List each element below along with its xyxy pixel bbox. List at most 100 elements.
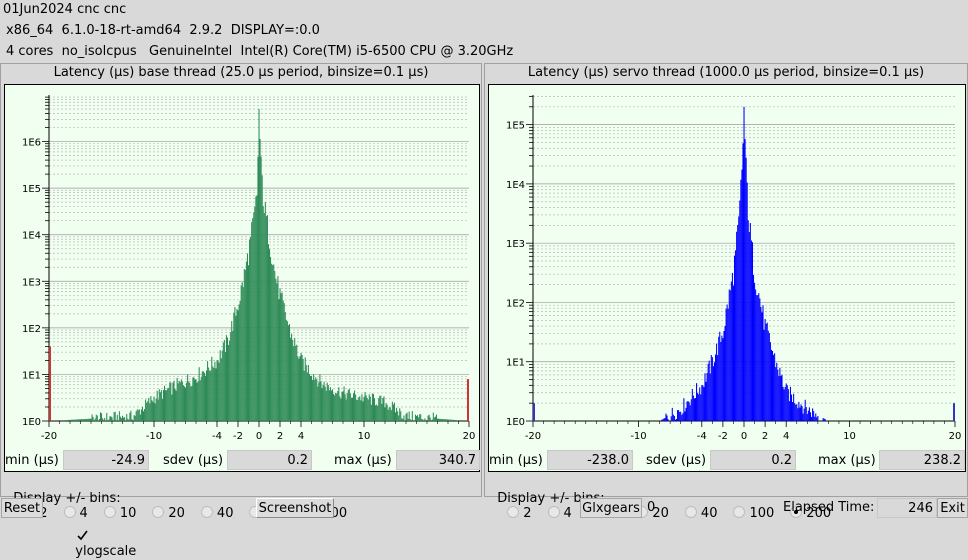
- histogram-bar: [692, 395, 694, 421]
- histogram-bar: [391, 401, 393, 421]
- base-bins-option-10[interactable]: 10: [103, 506, 137, 521]
- histogram-bar: [707, 363, 709, 421]
- histogram-bar: [769, 342, 771, 421]
- histogram-bar: [356, 399, 358, 421]
- histogram-bar: [147, 401, 149, 421]
- histogram-bar: [801, 406, 803, 421]
- histogram-bar: [290, 337, 292, 421]
- histogram-bar: [671, 407, 673, 421]
- histogram-bar: [66, 420, 68, 421]
- servo-bins-option-2[interactable]: 2: [507, 506, 532, 521]
- radio-icon: [790, 506, 803, 518]
- x-tick-label: 10: [843, 431, 856, 442]
- histogram-bar: [451, 419, 453, 421]
- base-bins-option-label: 4: [79, 506, 88, 521]
- exit-button[interactable]: Exit: [937, 498, 968, 518]
- histogram-bar: [327, 385, 329, 421]
- base-bins-option-20[interactable]: 20: [152, 506, 185, 521]
- histogram-bar: [673, 416, 675, 421]
- histogram-bar: [136, 409, 138, 421]
- histogram-bar: [113, 412, 115, 421]
- histogram-bar: [450, 419, 452, 421]
- histogram-bar: [114, 411, 116, 421]
- histogram-bar: [82, 419, 84, 421]
- histogram-bar: [267, 244, 269, 421]
- base-bins-option-4[interactable]: 4: [63, 506, 88, 521]
- histogram-bar: [253, 212, 255, 421]
- histogram-bar: [402, 418, 404, 421]
- histogram-bar: [80, 419, 82, 421]
- histogram-bar: [812, 408, 814, 421]
- histogram-bar: [335, 392, 337, 421]
- y-tick-label: 1E4: [22, 231, 41, 242]
- histogram-bar: [674, 419, 676, 421]
- base-thread-plot: 1E0 1E1 1E2 1E3 1E4 1E5 1E6 -20 -10 -4 -2 0 2 4 10 20: [4, 84, 480, 472]
- histogram-bar: [251, 222, 253, 421]
- histogram-bar: [683, 398, 685, 421]
- histogram-bar: [701, 385, 703, 421]
- servo-bins-option-100[interactable]: 100: [733, 506, 774, 521]
- elapsed-time-label: Elapsed Time:: [783, 500, 875, 515]
- reset-button[interactable]: Reset: [1, 498, 43, 518]
- screenshot-button[interactable]: Screenshot: [256, 498, 334, 518]
- histogram-bar: [705, 381, 707, 421]
- histogram-bar: [803, 408, 805, 421]
- histogram-bar: [449, 419, 451, 421]
- histogram-bar: [123, 417, 125, 421]
- histogram-bar: [195, 379, 197, 421]
- histogram-bar: [367, 399, 369, 421]
- histogram-bar: [158, 389, 160, 421]
- histogram-bar: [301, 354, 303, 421]
- base-bins-option-label: 10: [119, 506, 137, 521]
- histogram-bar: [785, 383, 787, 421]
- histogram-bar: [261, 175, 263, 421]
- base-thread-panel: Latency (µs) base thread (25.0 µs period…: [0, 63, 482, 497]
- base-bins-option-40[interactable]: 40: [200, 506, 233, 521]
- histogram-bar: [264, 202, 266, 421]
- histogram-bar: [726, 304, 728, 421]
- histogram-bar: [292, 339, 294, 421]
- histogram-bar: [362, 401, 364, 421]
- servo-bins-option-4[interactable]: 4: [547, 506, 572, 521]
- histogram-bar: [309, 375, 311, 421]
- servo-bins-option-label: 200: [806, 506, 832, 521]
- histogram-bar: [320, 381, 322, 421]
- base-min-value: -24.9: [63, 450, 149, 470]
- x-tick-label: -4: [212, 431, 222, 442]
- histogram-bar: [134, 415, 136, 421]
- histogram-bar: [732, 285, 735, 421]
- histogram-bar: [780, 375, 782, 421]
- histogram-bar: [200, 377, 202, 421]
- radio-icon: [63, 506, 76, 518]
- histogram-bar: [249, 239, 251, 421]
- histogram-bar: [280, 293, 282, 421]
- endpoint-bar: [533, 403, 535, 421]
- servo-bins-option-40[interactable]: 40: [684, 506, 717, 521]
- histogram-bar: [359, 396, 361, 421]
- histogram-bar: [682, 413, 684, 421]
- histogram-bar: [192, 377, 194, 421]
- ylogscale-checkbox[interactable]: ylogscale: [52, 500, 136, 559]
- histogram-bar: [681, 414, 683, 421]
- x-tick-label: -4: [697, 431, 707, 442]
- glxgears-button[interactable]: Glxgears: [580, 498, 642, 518]
- histogram-bar: [181, 381, 183, 421]
- histogram-bar: [433, 417, 435, 421]
- histogram-bar: [419, 414, 421, 421]
- histogram-bar: [675, 419, 678, 421]
- histogram-bar: [228, 344, 230, 421]
- histogram-bar: [303, 370, 305, 421]
- histogram-bar: [355, 394, 357, 421]
- histogram-bar: [741, 169, 743, 421]
- servo-bins-option-200[interactable]: 200: [790, 506, 831, 521]
- radio-icon: [684, 506, 697, 518]
- histogram-bar: [76, 419, 78, 421]
- histogram-bar: [781, 374, 783, 421]
- servo-thread-title: Latency (µs) servo thread (1000.0 µs per…: [527, 65, 925, 80]
- histogram-bar: [241, 282, 243, 421]
- x-tick-label: -20: [525, 431, 541, 442]
- histogram-bar: [180, 379, 182, 421]
- histogram-bar: [761, 312, 763, 421]
- histogram-bar: [379, 395, 381, 421]
- radio-icon: [733, 506, 746, 518]
